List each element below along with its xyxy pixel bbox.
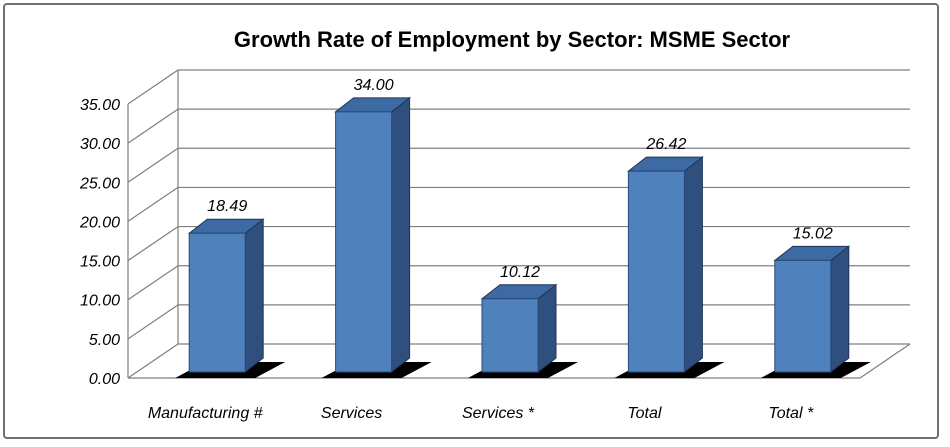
bar-side xyxy=(537,283,557,374)
chart-title: Growth Rate of Employment by Sector: MSM… xyxy=(234,27,791,52)
bar-side xyxy=(244,218,264,374)
bar-front xyxy=(627,170,685,373)
bars: 18.49 34.00 10.12 26.42 15.02 xyxy=(175,77,871,378)
grid-diagonal xyxy=(127,343,179,379)
grid-diagonal xyxy=(127,147,179,183)
category-label: Services xyxy=(321,405,382,422)
bar-front xyxy=(188,232,246,373)
bar: 34.00 xyxy=(321,77,432,378)
data-label: 34.00 xyxy=(354,77,394,94)
category-label: Total * xyxy=(768,405,814,422)
bar-side xyxy=(391,96,411,374)
bar: 15.02 xyxy=(760,225,871,378)
grid-diagonal xyxy=(127,108,179,144)
bar-side xyxy=(683,156,703,374)
data-label: 10.12 xyxy=(500,264,540,281)
bar-front xyxy=(774,259,832,373)
bar-side xyxy=(830,245,850,374)
y-tick-label: 0.00 xyxy=(89,371,120,388)
y-tick-label: 35.00 xyxy=(80,97,120,114)
y-tick-label: 25.00 xyxy=(79,175,120,192)
y-tick-label: 15.00 xyxy=(80,254,120,271)
bar-front xyxy=(481,298,539,373)
category-label: Total xyxy=(627,405,662,422)
grid-diagonal xyxy=(127,265,179,301)
y-tick-label: 30.00 xyxy=(80,136,120,153)
category-labels: Manufacturing # Services Services * Total To… xyxy=(148,405,814,422)
data-label: 18.49 xyxy=(207,198,247,215)
bar: 18.49 xyxy=(175,198,286,378)
data-label: 15.02 xyxy=(793,225,833,242)
y-tick-label: 10.00 xyxy=(80,293,120,310)
category-label: Services * xyxy=(462,405,535,422)
bar: 10.12 xyxy=(468,264,578,378)
grid-diagonal xyxy=(127,186,179,222)
grid-diagonal xyxy=(127,69,179,105)
floor-edge xyxy=(859,343,911,379)
category-label: Manufacturing # xyxy=(148,405,264,422)
bar: 26.42 xyxy=(614,136,725,378)
data-label: 26.42 xyxy=(645,136,686,153)
grid-diagonal xyxy=(127,226,179,262)
bar-front xyxy=(335,111,393,373)
y-tick-label: 20.00 xyxy=(79,214,120,231)
y-tick-label: 5.00 xyxy=(89,332,120,349)
y-axis-ticks: 0.00 5.00 10.00 15.00 20.00 25.00 30.00 35.00 xyxy=(79,97,120,388)
grid-diagonal xyxy=(127,304,179,340)
